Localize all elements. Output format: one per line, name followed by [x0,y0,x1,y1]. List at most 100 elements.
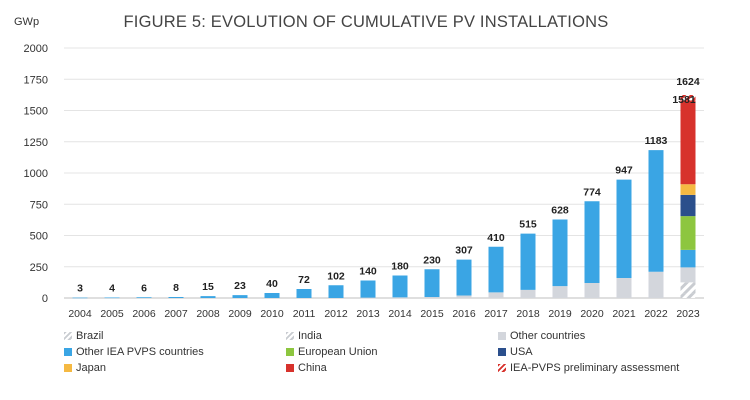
y-tick-label: 250 [30,262,48,274]
bar-segment [680,293,696,298]
x-tick-label: 2008 [196,308,220,320]
bar-segment [296,289,312,298]
bar-segment [616,278,632,298]
legend-item: European Union [286,346,378,358]
data-label: 4 [109,283,115,295]
legend-item: China [286,362,327,374]
data-label: 1183 [645,135,668,147]
data-label: 8 [173,282,179,294]
x-tick-label: 2010 [260,308,284,320]
data-label: 947 [615,165,633,177]
bar-segment [360,280,376,298]
data-labels: 3 4 6 8 15 23 40 72 102 140 180 230 307 410 515 628 774 9… [77,76,700,295]
x-tick-label: 2014 [388,308,412,320]
bar-segment [520,233,536,290]
x-tick-label: 2017 [484,308,508,320]
x-tick-label: 2004 [68,308,92,320]
bar-segment [232,295,248,298]
y-tick-label: 1500 [24,106,48,118]
bar-segment [584,283,600,298]
data-label: 774 [583,186,601,198]
legend-item: Brazil [64,330,104,342]
legend-swatch [64,364,72,372]
bar-segment [680,184,696,195]
bar-segment [488,246,504,293]
legend-item: India [286,330,322,342]
legend-label: European Union [298,346,378,358]
bar-segment [328,285,344,298]
bar-segment [456,295,472,298]
data-label: 102 [327,270,345,282]
bar-segment [104,297,120,299]
x-tick-label: 2011 [293,308,316,320]
data-label: 307 [455,245,473,257]
data-label: 40 [266,278,278,290]
chart-title: FIGURE 5: EVOLUTION OF CUMULATIVE PV INS… [124,13,609,31]
bar-segment [680,194,696,217]
legend-label: Japan [76,362,106,374]
x-tick-label: 2005 [100,308,124,320]
y-tick-label: 2000 [24,43,48,55]
bar-segment [424,269,440,297]
grid-lines [64,47,704,299]
data-label: 230 [423,254,441,266]
bar-segment [616,179,632,278]
legend-swatch [286,364,294,372]
data-label: 628 [551,205,569,217]
bar-segment [264,293,280,298]
bar-segment [680,267,696,283]
y-tick-label: 0 [42,293,48,305]
legend-label: Other IEA PVPS countries [76,346,204,358]
bar-segment [648,271,664,298]
bar-segment [520,289,536,298]
bar-segment [488,292,504,298]
bar-segment [648,150,664,272]
bar-segment [680,216,696,250]
x-tick-label: 2022 [644,308,668,320]
preliminary-total-label: 1624 [676,76,700,88]
legend-item: USA [498,346,533,358]
bar-segment [392,275,408,298]
bar-segment [456,259,472,296]
bar-segment [680,95,696,101]
bar-segment [392,297,408,298]
x-tick-label: 2007 [164,308,188,320]
bar-segment [200,296,216,298]
data-label: 180 [391,261,409,273]
data-label: 410 [487,232,505,244]
x-tick-label: 2019 [548,308,572,320]
legend-swatch [498,364,506,372]
legend-swatch [286,348,294,356]
legend-swatch [64,332,72,340]
bar-segment [680,249,696,268]
data-label: 515 [519,219,537,231]
legend-label: USA [510,346,533,358]
bar-segment [552,286,568,298]
y-axis-ticks: 0 250 500 750 1000 1250 1500 1750 2000 [24,43,48,305]
legend-swatch [498,348,506,356]
x-tick-label: 2015 [420,308,444,320]
bar-segment [136,297,152,298]
y-tick-label: 1000 [24,168,48,180]
bar-segment [424,297,440,298]
data-label: 6 [141,282,147,294]
legend-label: India [298,330,322,342]
x-tick-label: 2012 [324,308,348,320]
y-tick-label: 1250 [24,137,48,149]
x-tick-label: 2016 [452,308,476,320]
x-tick-label: 2006 [132,308,156,320]
legend-swatch [64,348,72,356]
bar-segment [584,201,600,283]
data-label: 72 [298,274,310,286]
legend-item: IEA-PVPS preliminary assessment [498,362,679,374]
legend-item: Other IEA PVPS countries [64,346,204,358]
bar-segment [72,297,88,299]
legend-label: Other countries [510,330,586,342]
bar-segment [680,100,696,185]
data-label: 15 [202,281,214,293]
legend-item: Other countries [498,330,585,342]
legend-item: Japan [64,362,106,374]
data-label: 140 [359,266,377,278]
bars [72,95,696,299]
